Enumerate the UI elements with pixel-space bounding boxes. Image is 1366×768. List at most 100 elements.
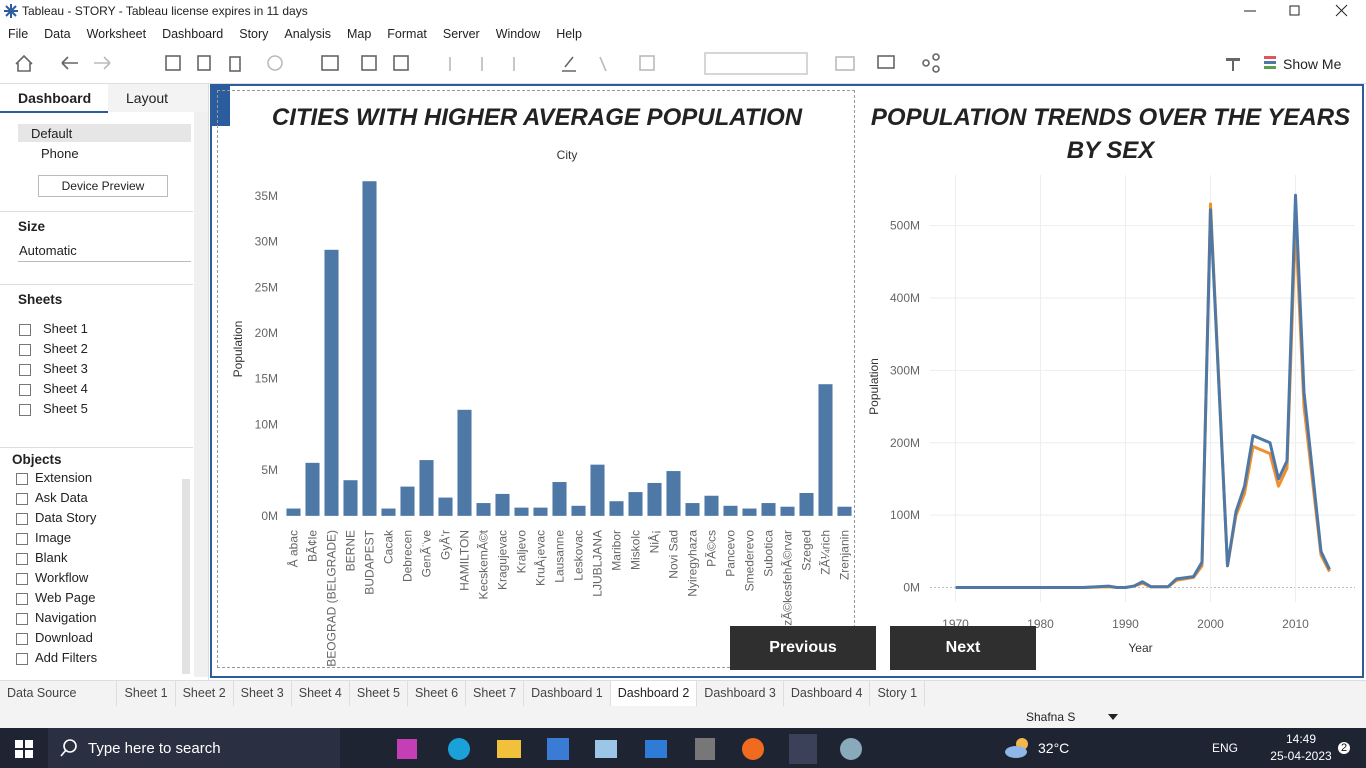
object-item[interactable]: Data Story — [35, 510, 97, 525]
menu-item[interactable]: Format — [387, 27, 427, 41]
sheet-tab[interactable]: Sheet 3 — [234, 681, 292, 707]
menu-item[interactable]: Dashboard — [162, 27, 224, 41]
object-item[interactable]: Blank — [35, 550, 68, 565]
object-item[interactable]: Image — [35, 530, 72, 545]
app-icon — [4, 4, 18, 18]
sheet-tab[interactable]: Dashboard 3 — [697, 681, 784, 707]
object-icon — [16, 513, 28, 525]
user-dropdown[interactable] — [1108, 714, 1118, 720]
start-button[interactable] — [15, 740, 33, 758]
input-language[interactable]: ENG — [1212, 741, 1239, 755]
object-icon — [16, 653, 28, 665]
chart-title: POPULATION TRENDS OVER THE YEARS BY SEX — [870, 104, 1351, 164]
user-name[interactable]: Shafna S — [1026, 710, 1076, 724]
sheet-icon — [19, 384, 31, 396]
panel-tab[interactable]: Layout — [126, 90, 169, 106]
status-bar: Shafna S — [0, 706, 1366, 728]
sheet-icon — [19, 364, 31, 376]
clock-date[interactable]: 25-04-2023 — [1270, 749, 1332, 763]
selected-sheet — [217, 90, 855, 668]
sheet-tab[interactable]: Sheet 4 — [292, 681, 350, 707]
panel-tab[interactable]: Dashboard — [18, 90, 92, 106]
dashboard-frame — [210, 84, 1364, 678]
weather[interactable]: 32°C — [1038, 740, 1070, 756]
next-button[interactable]: Next — [890, 626, 1036, 670]
object-icon — [16, 593, 28, 605]
menu-bar: File Data Worksheet Dashboard Story Analysis M… — [0, 23, 590, 45]
sheet-tab[interactable]: Dashboard 2 — [610, 681, 698, 707]
window-title: Tableau - STORY - Tableau license expire… — [22, 4, 308, 18]
object-icon — [16, 493, 28, 505]
menu-item[interactable]: Help — [556, 27, 582, 41]
menu-item[interactable]: Window — [495, 27, 541, 41]
sheet-item[interactable]: Sheet 1 — [43, 321, 88, 336]
sheet-tab[interactable]: Sheet 1 — [117, 681, 176, 707]
container-handle[interactable] — [210, 86, 230, 126]
object-item[interactable]: Navigation — [35, 610, 97, 625]
inactive-tab — [108, 84, 208, 112]
weather-icon — [1005, 738, 1028, 758]
dropdown-line — [18, 261, 191, 262]
menu-item[interactable]: Worksheet — [86, 27, 147, 41]
toolbar-icons[interactable] — [0, 45, 1000, 83]
device-option[interactable]: Default — [31, 126, 73, 141]
object-item[interactable]: Workflow — [35, 570, 89, 585]
divider — [0, 284, 193, 285]
sheet-item[interactable]: Sheet 3 — [43, 361, 88, 376]
device-preview-button[interactable]: Device Preview — [38, 175, 168, 197]
sheet-tab[interactable]: Sheet 5 — [350, 681, 408, 707]
scrollbar[interactable] — [194, 112, 208, 677]
object-icon — [16, 473, 28, 485]
section-heading: Sheets — [18, 292, 63, 307]
sheet-tab[interactable]: Sheet 6 — [408, 681, 467, 707]
menu-item[interactable]: Data — [44, 27, 71, 41]
search-box[interactable] — [48, 728, 340, 768]
show-me-icon[interactable] — [1222, 53, 1282, 75]
window-controls[interactable] — [1230, 0, 1366, 22]
object-icon — [16, 633, 28, 645]
sheet-tab[interactable]: Dashboard 1 — [524, 681, 611, 707]
search-icon — [60, 739, 77, 757]
object-item[interactable]: Ask Data — [35, 490, 88, 505]
toolbar: Show Me — [0, 45, 1366, 84]
menu-item[interactable]: File — [8, 27, 29, 41]
object-icon — [16, 573, 28, 585]
divider — [0, 447, 193, 448]
object-item[interactable]: Extension — [35, 470, 93, 485]
notification-count[interactable]: 2 — [1338, 742, 1351, 754]
pinned-apps[interactable] — [345, 734, 885, 764]
menu-item[interactable]: Story — [239, 27, 269, 41]
sheet-icon — [19, 404, 31, 416]
search-placeholder[interactable]: Type here to search — [88, 740, 221, 757]
object-item[interactable]: Web Page — [35, 590, 96, 605]
clock-time[interactable]: 14:49 — [1285, 732, 1317, 746]
menu-item[interactable]: Analysis — [284, 27, 331, 41]
menu-item[interactable]: Map — [346, 27, 372, 41]
object-item[interactable]: Add Filters — [35, 650, 98, 665]
menu-item[interactable]: Server — [442, 27, 480, 41]
previous-button[interactable]: Previous — [730, 626, 876, 670]
size-dropdown[interactable]: Automatic — [19, 243, 77, 258]
objects-scrollbar[interactable] — [182, 479, 190, 674]
sheet-tab[interactable]: Story 1 — [870, 681, 926, 707]
sheet-item[interactable]: Sheet 4 — [43, 381, 88, 396]
object-item[interactable]: Download — [35, 630, 93, 645]
taskbar: Type here to search 32°C ENG 14:49 25-04… — [0, 728, 1366, 768]
sheet-tab[interactable]: Sheet 2 — [176, 681, 234, 707]
section-heading: Objects — [12, 452, 62, 467]
sheet-item[interactable]: Sheet 5 — [43, 401, 88, 416]
sheet-icon — [19, 324, 31, 336]
sheet-tab[interactable]: Dashboard 4 — [784, 681, 871, 707]
show-me-button[interactable]: Show Me — [1283, 56, 1342, 72]
sheet-tab[interactable]: Data Source — [0, 681, 118, 707]
selected-device-row — [18, 124, 191, 142]
section-heading: Size — [18, 219, 46, 234]
sheet-item[interactable]: Sheet 2 — [43, 341, 88, 356]
object-icon — [16, 613, 28, 625]
active-tab-indicator — [0, 111, 108, 113]
device-option[interactable]: Phone — [41, 146, 79, 161]
sheet-tab[interactable]: Sheet 7 — [466, 681, 525, 707]
